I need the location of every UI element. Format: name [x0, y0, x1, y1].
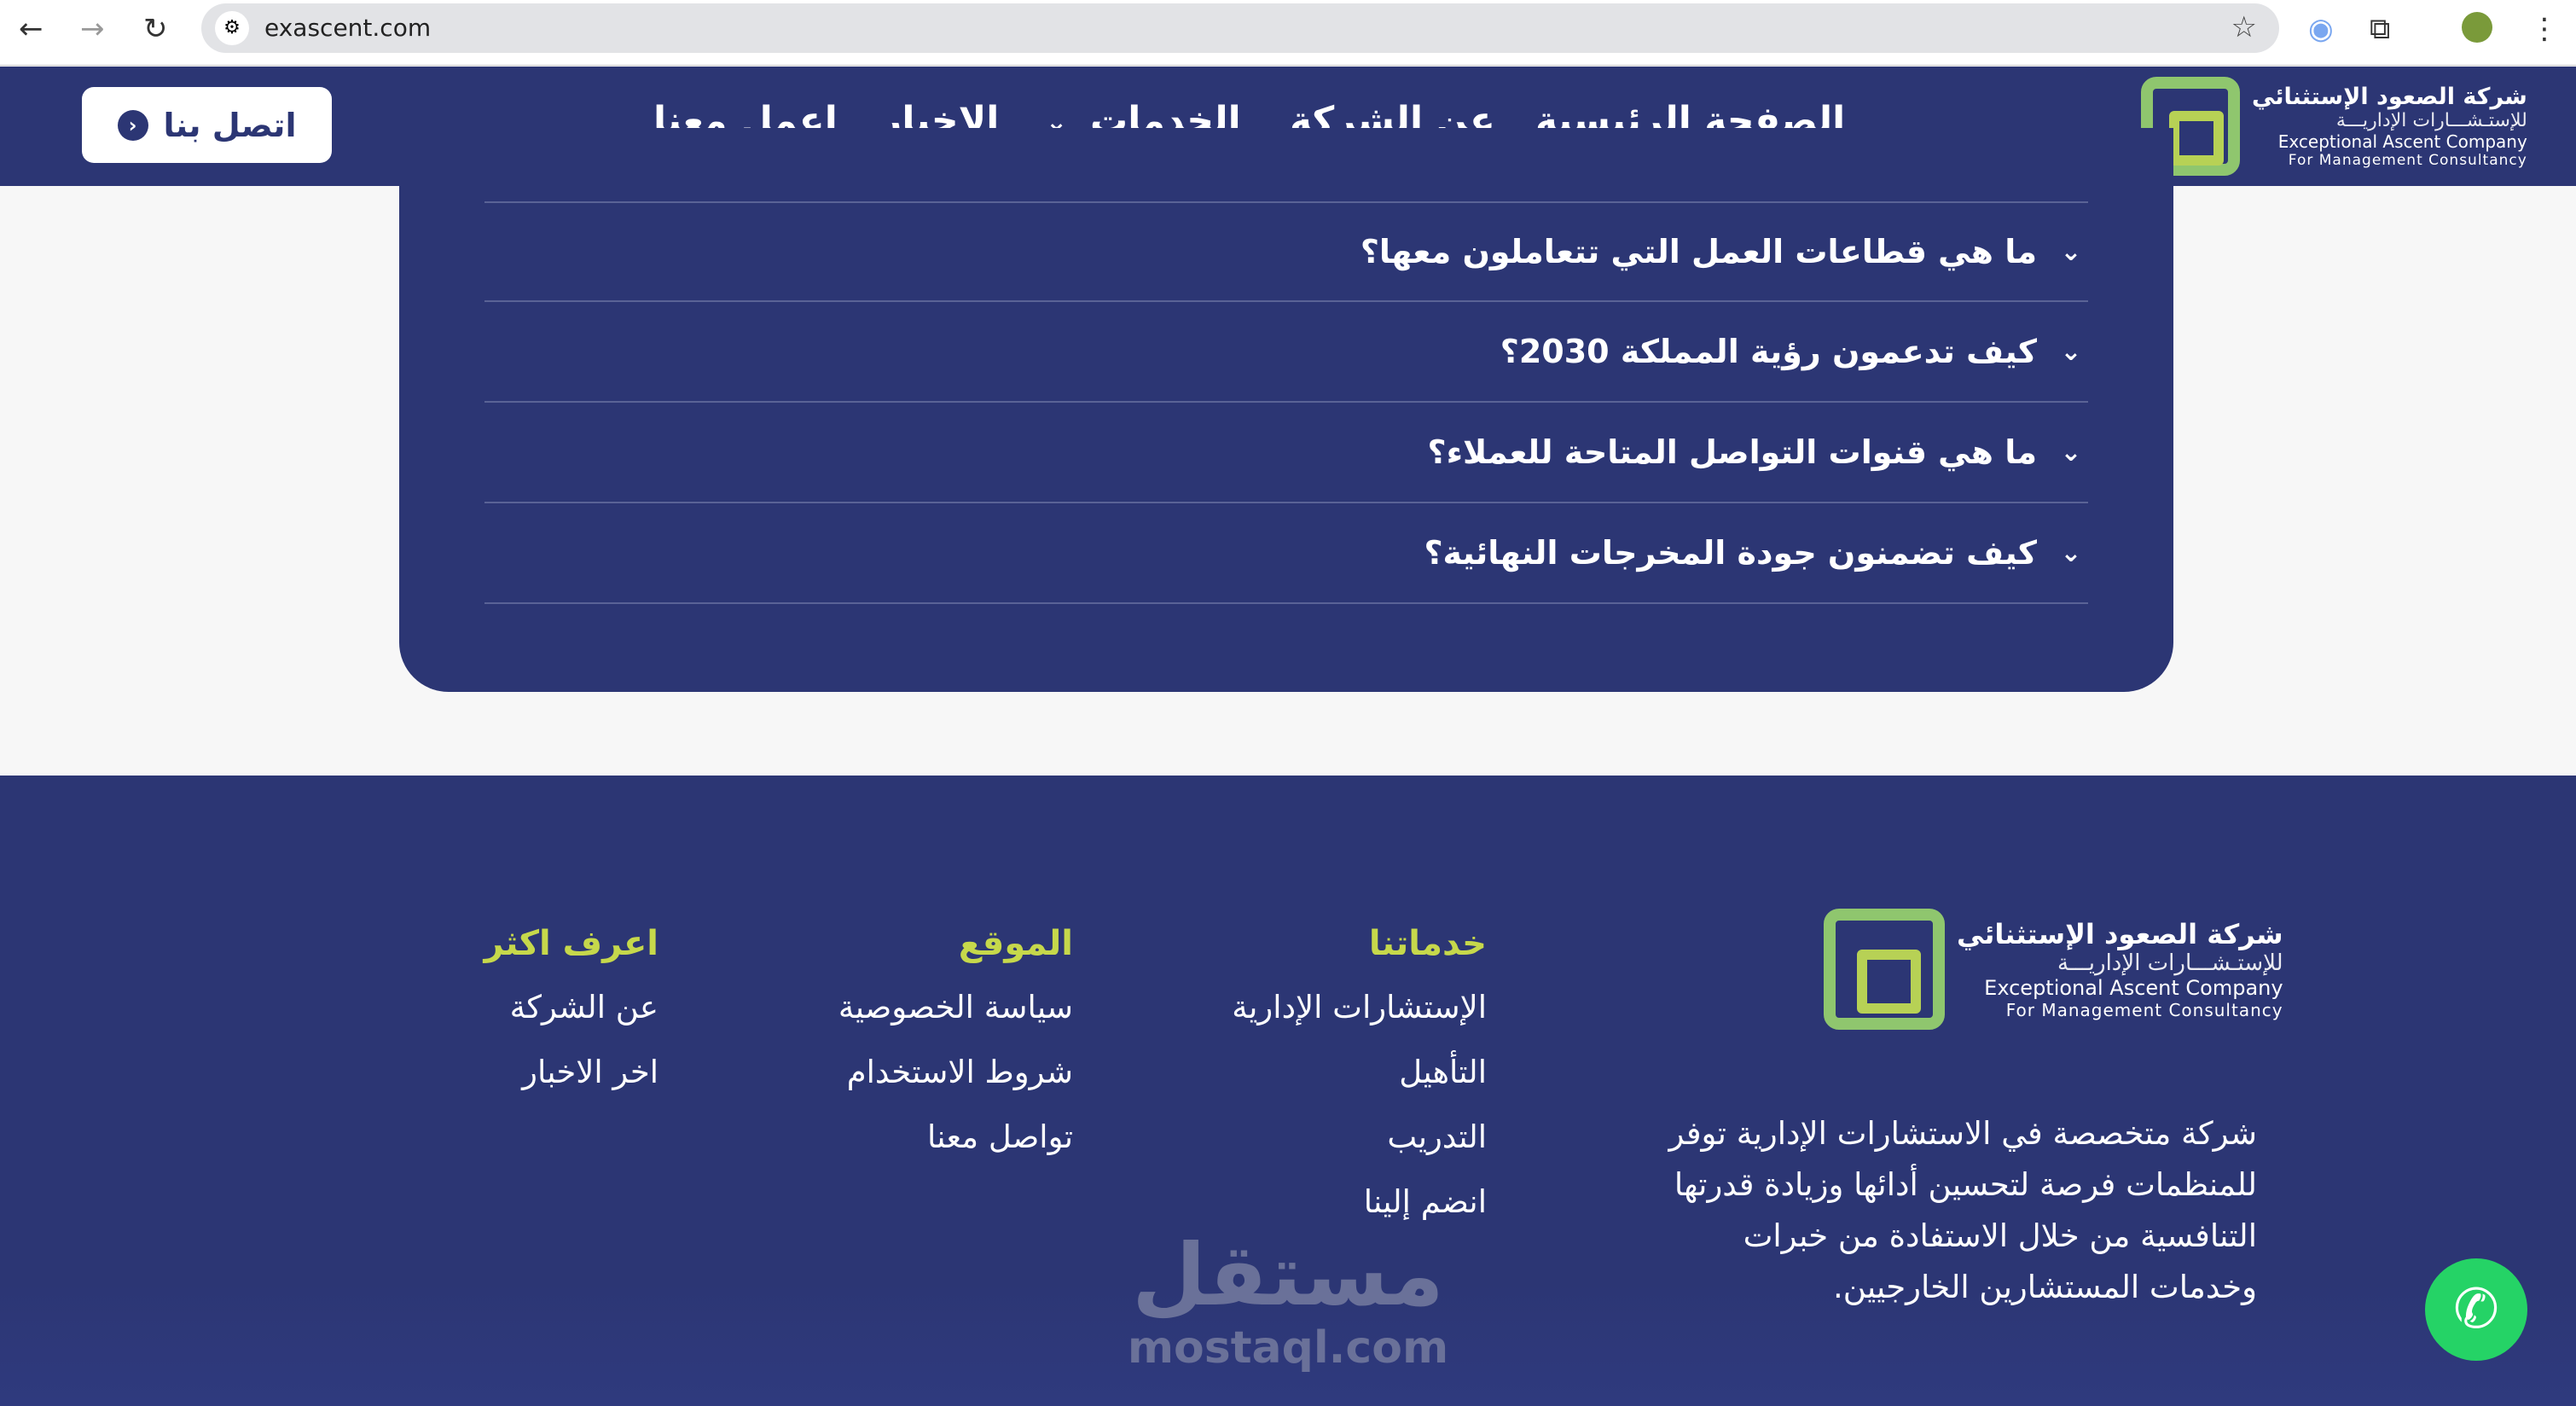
- footer-link[interactable]: التدريب: [1387, 1118, 1487, 1155]
- chevron-down-icon: ⌄: [2060, 437, 2082, 468]
- faq-item[interactable]: ⌄ ما هي قنوات التواصل المتاحة للعملاء؟: [484, 403, 2088, 503]
- logo-ar-title: شركة الصعود الإستثنائي: [2252, 84, 2527, 110]
- bookmark-star-icon[interactable]: ☆: [2231, 10, 2257, 44]
- faq-card: [399, 128, 2173, 692]
- logo-ar-title: شركة الصعود الإستثنائي: [1957, 918, 2283, 950]
- faq-item[interactable]: ⌄ كيف تدعمون رؤية المملكة 2030؟: [484, 302, 2088, 403]
- footer-link[interactable]: سياسة الخصوصية: [838, 989, 1073, 1025]
- watermark-en: mostaql.com: [1127, 1322, 1449, 1374]
- footer-logo: شركة الصعود الإستثنائي للإستـشـــارات ال…: [1824, 909, 2283, 1030]
- watermark-ar: مستقل: [1132, 1225, 1444, 1325]
- footer-link[interactable]: انضم إلينا: [1363, 1183, 1487, 1220]
- chevron-left-circle-icon: ‹: [117, 109, 148, 141]
- puzzle-icon[interactable]: ⧉: [2370, 12, 2391, 46]
- chevron-down-icon: ⌄: [2060, 537, 2082, 568]
- browser-toolbar: ← → ↻ ⚙ exascent.com ☆ ◉ ⧉ ⋮: [0, 0, 2576, 66]
- footer-column-site: الموقع سياسة الخصوصية شروط الاستخدام توا…: [838, 924, 1073, 1183]
- menu-icon[interactable]: ⋮: [2530, 12, 2559, 46]
- back-icon[interactable]: ←: [19, 12, 44, 46]
- site-settings-icon[interactable]: ⚙: [215, 11, 249, 45]
- footer-link[interactable]: الإستشارات الإدارية: [1232, 989, 1487, 1025]
- faq-question: كيف تدعمون رؤية المملكة 2030؟: [1500, 333, 2037, 370]
- logo-en-subtitle: For Management Consultancy: [2005, 1000, 2283, 1020]
- chevron-down-icon: ⌄: [2060, 236, 2082, 267]
- chevron-down-icon: ⌄: [2060, 336, 2082, 367]
- faq-item[interactable]: ⌄ ما هي قطاعات العمل التي تتعاملون معها؟: [484, 201, 2088, 302]
- column-title: خدماتنا: [1368, 924, 1487, 963]
- address-bar[interactable]: ⚙ exascent.com ☆: [201, 3, 2279, 53]
- footer-description: شركة متخصصة في الاستشارات الإدارية توفر …: [1668, 1115, 2257, 1305]
- url-text: exascent.com: [264, 14, 432, 42]
- mostaql-watermark: مستقل mostaql.com: [1126, 1229, 1450, 1374]
- extension-icon[interactable]: ◉: [2308, 12, 2334, 46]
- footer-column-more: اعرف اكثر عن الشركة اخر الاخبار: [484, 924, 659, 1118]
- forward-icon[interactable]: →: [80, 12, 105, 46]
- contact-us-label: اتصل بنا: [163, 106, 297, 144]
- faq-item[interactable]: ⌄ كيف تضمنون جودة المخرجات النهائية؟: [484, 503, 2088, 604]
- faq-question: كيف تضمنون جودة المخرجات النهائية؟: [1424, 534, 2037, 572]
- header-logo[interactable]: شركة الصعود الإستثنائي للإستـشـــارات ال…: [2141, 77, 2527, 176]
- reload-icon[interactable]: ↻: [143, 12, 168, 46]
- footer: شركة الصعود الإستثنائي للإستـشـــارات ال…: [0, 776, 2576, 1406]
- logo-en-title: Exceptional Ascent Company: [2277, 131, 2527, 152]
- faq-question: ما هي قنوات التواصل المتاحة للعملاء؟: [1427, 433, 2037, 471]
- profile-avatar[interactable]: [2462, 12, 2492, 43]
- column-title: الموقع: [958, 924, 1073, 963]
- logo-mark-icon: [2141, 77, 2240, 176]
- footer-column-services: خدماتنا الإستشارات الإدارية التأهيل التد…: [1232, 924, 1487, 1248]
- footer-link[interactable]: تواصل معنا: [927, 1118, 1073, 1155]
- footer-link[interactable]: التأهيل: [1399, 1054, 1487, 1090]
- footer-link[interactable]: عن الشركة: [509, 989, 659, 1025]
- logo-ar-subtitle: للإستـشـــارات الإداريـــة: [2057, 950, 2283, 976]
- logo-mark-icon: [1824, 909, 1945, 1030]
- whatsapp-icon: ✆: [2453, 1278, 2499, 1341]
- logo-en-title: Exceptional Ascent Company: [1984, 976, 2283, 1000]
- logo-en-subtitle: For Management Consultancy: [2288, 152, 2527, 169]
- logo-ar-subtitle: للإستـشـــارات الإداريـــة: [2335, 110, 2527, 131]
- footer-link[interactable]: شروط الاستخدام: [846, 1054, 1073, 1090]
- whatsapp-button[interactable]: ✆: [2425, 1258, 2527, 1361]
- column-title: اعرف اكثر: [484, 924, 659, 963]
- footer-link[interactable]: اخر الاخبار: [522, 1054, 659, 1090]
- faq-question: ما هي قطاعات العمل التي تتعاملون معها؟: [1360, 233, 2037, 270]
- contact-us-button[interactable]: اتصل بنا ‹: [82, 87, 332, 163]
